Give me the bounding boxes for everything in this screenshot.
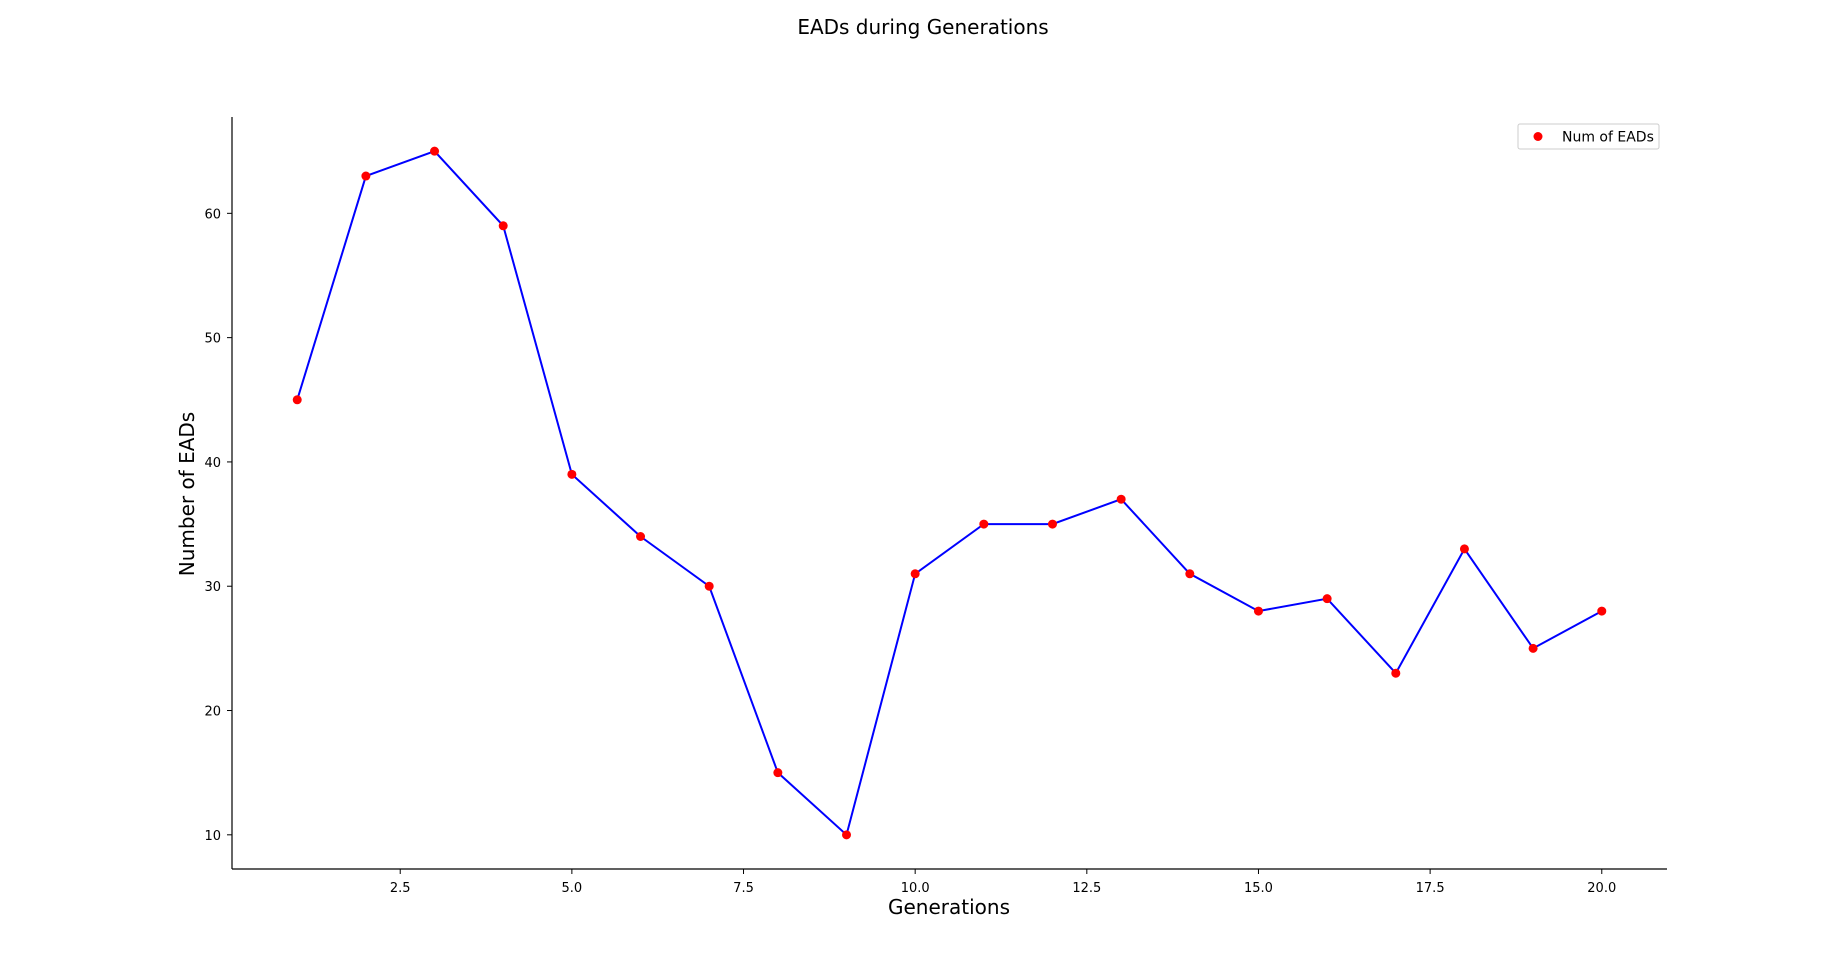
y-tick-label: 10 <box>204 829 221 844</box>
series-group <box>292 146 1607 840</box>
x-tick-label: 5.0 <box>562 881 583 896</box>
data-point <box>1116 494 1126 504</box>
data-point <box>1597 606 1607 616</box>
data-point <box>704 581 714 591</box>
x-axis-ticks: 2.5 5.0 7.5 10.0 12.5 15.0 17.5 20.0 <box>390 869 1616 896</box>
data-point <box>1322 594 1332 604</box>
data-point <box>636 532 646 542</box>
y-axis-ticks: 10 20 30 40 50 60 <box>204 207 232 844</box>
data-point <box>1047 519 1057 529</box>
data-point <box>1185 569 1195 579</box>
x-tick-label: 12.5 <box>1072 881 1101 896</box>
y-tick-label: 60 <box>204 207 221 222</box>
data-point <box>361 171 371 181</box>
x-tick-label: 2.5 <box>390 881 411 896</box>
legend-box <box>1517 123 1660 150</box>
x-tick-label: 10.0 <box>901 881 930 896</box>
x-tick-label: 7.5 <box>733 881 754 896</box>
legend: Num of EADs <box>1517 123 1660 150</box>
data-point <box>1253 606 1263 616</box>
data-point <box>567 469 577 479</box>
axes <box>231 117 1667 870</box>
x-tick-label: 15.0 <box>1244 881 1273 896</box>
data-point <box>292 395 302 405</box>
y-tick-label: 50 <box>204 332 221 347</box>
legend-label: Num of EADs <box>1562 130 1654 146</box>
chart-title: EADs during Generations <box>797 15 1048 39</box>
y-tick-label: 20 <box>204 705 221 720</box>
data-point <box>979 519 989 529</box>
data-point <box>842 830 852 840</box>
data-point <box>1459 544 1469 554</box>
y-axis-label: Number of EADs <box>175 412 199 576</box>
x-tick-label: 17.5 <box>1416 881 1445 896</box>
series-line <box>296 150 1603 837</box>
data-point <box>498 221 508 231</box>
data-point <box>1528 643 1538 653</box>
data-point <box>1391 668 1401 678</box>
legend-marker <box>1533 132 1543 141</box>
data-point <box>910 569 920 579</box>
y-tick-label: 40 <box>204 456 221 471</box>
data-point <box>430 146 440 156</box>
data-point <box>773 768 783 778</box>
y-tick-label: 30 <box>204 580 221 595</box>
x-tick-label: 20.0 <box>1587 881 1616 896</box>
x-axis-label: Generations <box>888 895 1010 919</box>
